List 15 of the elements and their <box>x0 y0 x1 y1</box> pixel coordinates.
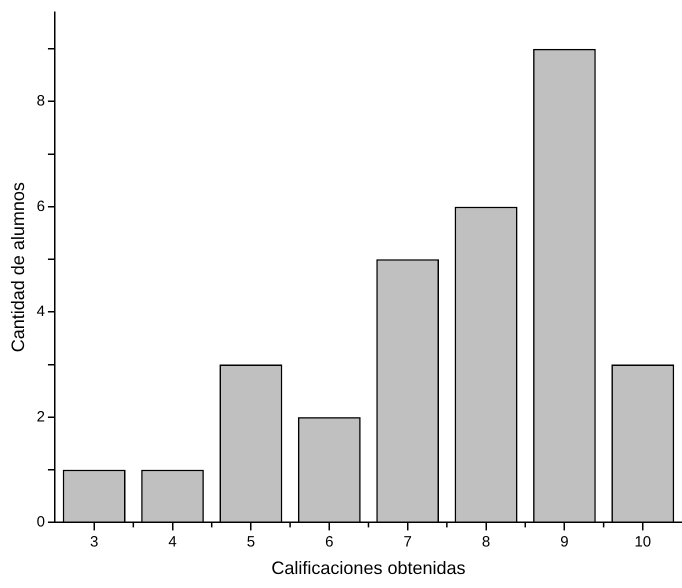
y-tick-label: 8 <box>36 92 45 110</box>
x-tick-label: 6 <box>325 534 334 551</box>
x-tick-label: 3 <box>90 534 98 551</box>
y-axis-title: Cantidad de alumnos <box>8 182 28 352</box>
x-tick-label: 5 <box>246 534 256 551</box>
y-tick-label: 6 <box>36 198 45 215</box>
x-axis-title: Calificaciones obtenidas <box>271 558 466 578</box>
x-tick-label: 10 <box>634 534 652 551</box>
y-tick-label: 2 <box>36 408 45 426</box>
x-tick-label: 7 <box>403 534 412 551</box>
y-tick-label: 0 <box>36 514 45 531</box>
y-tick-label: 4 <box>36 303 45 320</box>
x-tick-label: 8 <box>482 534 490 551</box>
x-tick-label: 4 <box>168 534 177 551</box>
x-tick-label: 9 <box>560 534 569 551</box>
